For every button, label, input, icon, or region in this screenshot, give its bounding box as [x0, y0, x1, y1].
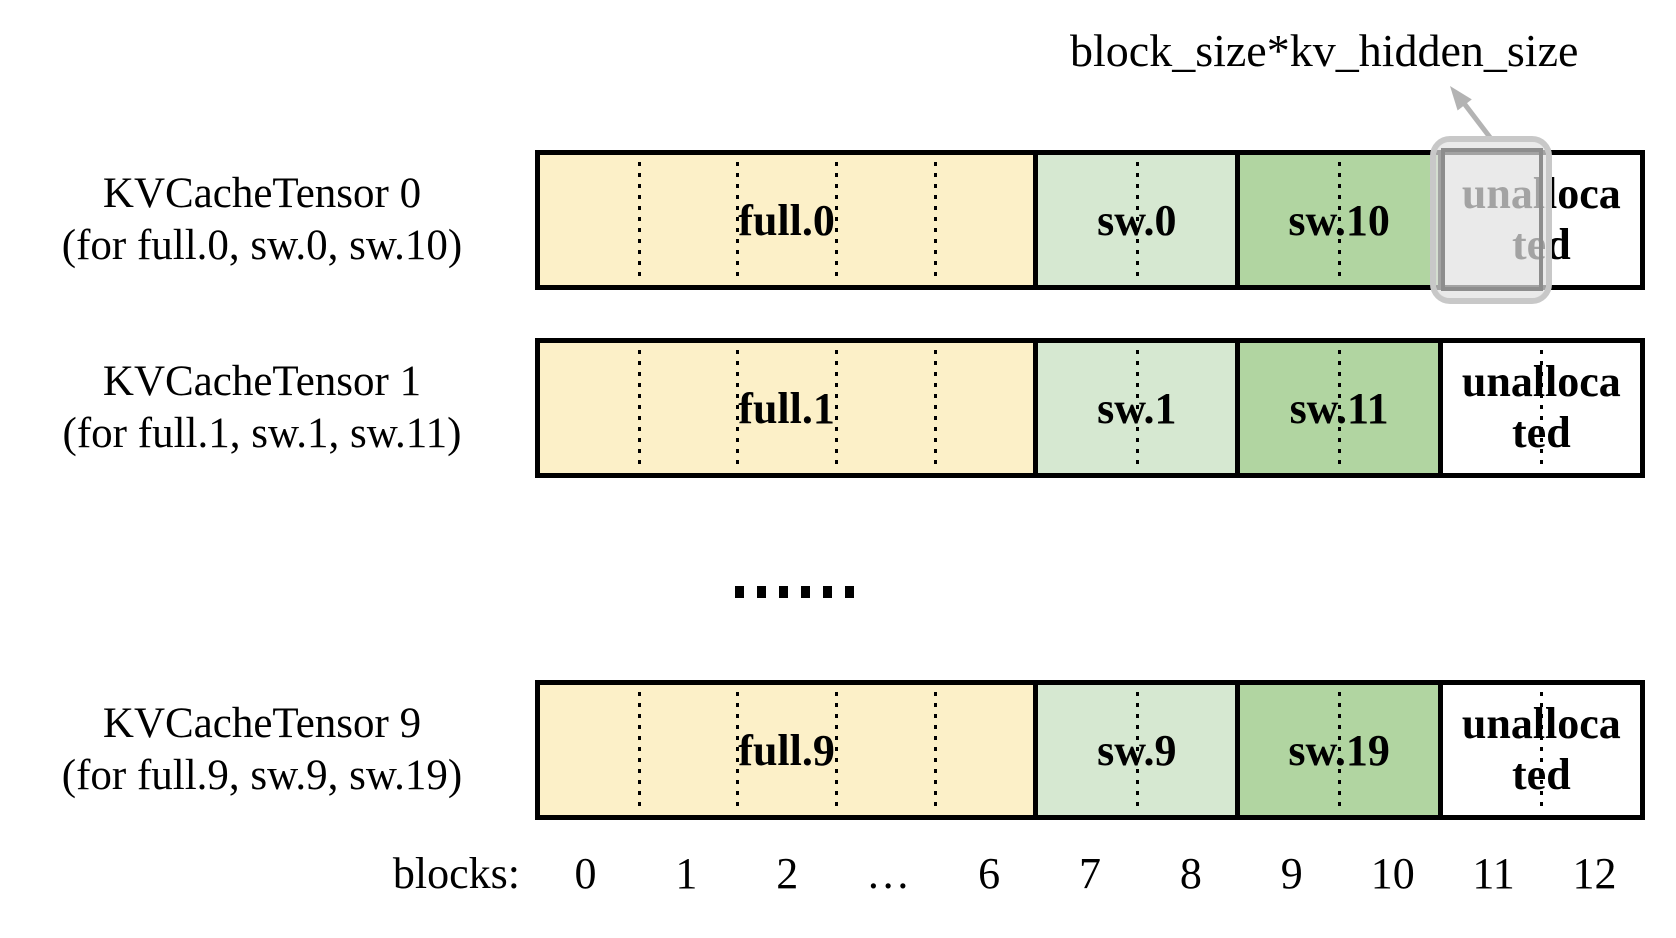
- annotation-arrow-icon: [1450, 86, 1494, 142]
- block-divider: [736, 162, 740, 278]
- kv-cache-bar-1: full.1 sw.1 sw.11 unalloca ted: [535, 338, 1645, 478]
- row-subtitle: (for full.9, sw.9, sw.19): [61, 752, 463, 799]
- blocks-axis-label: blocks:: [392, 849, 520, 898]
- block-divider: [1338, 692, 1342, 808]
- highlighted-block-callout: [1430, 136, 1552, 304]
- segment-unallocated-1: unalloca ted: [1437, 343, 1640, 473]
- segment-full-9: full.9: [540, 685, 1034, 815]
- highlighted-block-fill: [1436, 142, 1546, 298]
- block-divider: [834, 350, 838, 466]
- segment-label: sw.10: [1288, 195, 1390, 245]
- segment-label: sw.0: [1097, 195, 1177, 245]
- block-divider: [1135, 692, 1139, 808]
- row-subtitle: (for full.1, sw.1, sw.11): [62, 410, 462, 457]
- block-divider: [933, 692, 937, 808]
- segment-full-0: full.0: [540, 155, 1034, 285]
- block-divider: [736, 692, 740, 808]
- row-title: KVCacheTensor 1: [102, 357, 422, 405]
- block-divider: [1540, 692, 1544, 808]
- segment-sw-10: sw.10: [1235, 155, 1438, 285]
- kv-cache-bar-9: full.9 sw.9 sw.19 unalloca ted: [535, 680, 1645, 820]
- row-label-tensor-0: KVCacheTensor 0 (for full.0, sw.0, sw.10…: [8, 150, 516, 290]
- segment-sw-11: sw.11: [1235, 343, 1438, 473]
- segment-label: sw.9: [1097, 725, 1177, 775]
- axis-tick: 2: [776, 849, 799, 898]
- segment-label: full.9: [738, 725, 835, 775]
- block-divider: [1338, 350, 1342, 466]
- block-divider: [637, 692, 641, 808]
- row-title: KVCacheTensor 9: [102, 699, 422, 747]
- block-divider: [933, 350, 937, 466]
- rows-ellipsis: [735, 586, 854, 598]
- segment-sw-0: sw.0: [1033, 155, 1236, 285]
- block-divider: [637, 162, 641, 278]
- axis-tick: 0: [574, 849, 597, 898]
- block-divider: [736, 350, 740, 466]
- block-divider: [637, 350, 641, 466]
- block-divider: [1135, 350, 1139, 466]
- axis-tick: 11: [1472, 849, 1515, 898]
- axis-tick: 6: [978, 849, 1001, 898]
- highlighted-block-inner-frame: [1441, 148, 1543, 291]
- block-divider: [933, 162, 937, 278]
- block-size-annotation: block_size*kv_hidden_size: [1070, 25, 1579, 76]
- block-divider: [834, 692, 838, 808]
- segment-label: sw.19: [1288, 725, 1390, 775]
- row-subtitle: (for full.0, sw.0, sw.10): [61, 222, 463, 269]
- axis-tick: 7: [1078, 849, 1101, 898]
- axis-tick: 10: [1370, 849, 1415, 898]
- blocks-axis-ticks: 0 1 2 … 6 7 8 9 10 11 12: [535, 848, 1645, 899]
- ellipsis-dot: [779, 586, 788, 598]
- axis-tick: …: [866, 849, 911, 898]
- ellipsis-dot: [735, 586, 744, 598]
- ellipsis-dot: [845, 586, 854, 598]
- segment-sw-19: sw.19: [1235, 685, 1438, 815]
- segment-label: unalloca ted: [1461, 357, 1621, 457]
- block-divider: [1338, 162, 1342, 278]
- segment-label: full.0: [738, 195, 835, 245]
- segment-label: full.1: [738, 383, 835, 433]
- row-label-tensor-1: KVCacheTensor 1 (for full.1, sw.1, sw.11…: [8, 338, 516, 478]
- row-title: KVCacheTensor 0: [102, 169, 422, 217]
- ellipsis-dot: [801, 586, 810, 598]
- segment-full-1: full.1: [540, 343, 1034, 473]
- segment-label: unalloca ted: [1461, 699, 1621, 799]
- axis-tick: 9: [1280, 849, 1303, 898]
- axis-tick: 1: [675, 849, 698, 898]
- block-divider: [1540, 350, 1544, 466]
- segment-sw-1: sw.1: [1033, 343, 1236, 473]
- axis-tick: 12: [1572, 849, 1617, 898]
- segment-label: sw.11: [1289, 383, 1389, 433]
- axis-tick: 8: [1179, 849, 1202, 898]
- block-divider: [834, 162, 838, 278]
- segment-unallocated-9: unalloca ted: [1437, 685, 1640, 815]
- row-label-tensor-9: KVCacheTensor 9 (for full.9, sw.9, sw.19…: [8, 680, 516, 820]
- ellipsis-dot: [823, 586, 832, 598]
- segment-sw-9: sw.9: [1033, 685, 1236, 815]
- ellipsis-dot: [757, 586, 766, 598]
- segment-label: sw.1: [1097, 383, 1177, 433]
- block-divider: [1135, 162, 1139, 278]
